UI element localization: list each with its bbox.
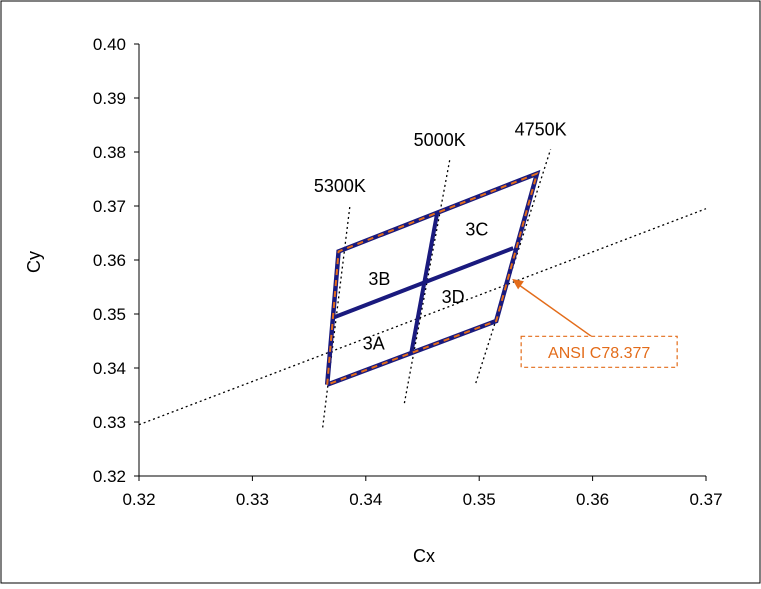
y-tick-label: 0.32	[93, 467, 126, 486]
text-labels: 5300K 5000K 4750K 3A 3B 3C 3D	[305, 116, 575, 354]
cct-label: 4750K	[515, 119, 567, 139]
x-tick-label: 0.36	[576, 490, 609, 509]
x-tick-label: 0.33	[236, 490, 269, 509]
bin-lines	[324, 169, 541, 387]
bin-divider-vertical	[409, 212, 440, 354]
cct-label-bg	[305, 173, 374, 199]
y-tick-label: 0.40	[93, 35, 126, 54]
bin-label: 3A	[363, 334, 385, 354]
y-tick-label: 0.37	[93, 197, 126, 216]
y-tick-label: 0.34	[93, 359, 126, 378]
x-tick-label: 0.37	[689, 490, 722, 509]
annotation-arrow-line	[515, 282, 592, 337]
black-body-locus	[138, 208, 707, 426]
cct-line	[475, 149, 552, 384]
tick-labels: 0.32 0.33 0.34 0.35 0.36 0.37 0.32 0.33 0.34 0.35…	[93, 35, 723, 509]
bin-label: 3D	[442, 287, 465, 307]
bin-label: 3C	[465, 220, 488, 240]
x-tick-label: 0.34	[349, 490, 382, 509]
x-axis-title: Cx	[413, 546, 435, 566]
annotation-label: ANSI C78.377	[548, 345, 650, 362]
y-axis-title: Cy	[24, 251, 44, 273]
y-tick-label: 0.39	[93, 89, 126, 108]
cct-label-bg	[506, 116, 575, 143]
black-body-locus-group	[138, 208, 707, 426]
cct-label-bg	[405, 127, 474, 154]
y-tick-label: 0.35	[93, 305, 126, 324]
annotation-group: ANSI C78.377	[512, 278, 678, 368]
y-tick-label: 0.38	[93, 143, 126, 162]
y-tick-label: 0.33	[93, 413, 126, 432]
y-tick-label: 0.36	[93, 251, 126, 270]
cct-line	[403, 159, 451, 404]
axes	[134, 43, 707, 481]
bin-label: 3B	[368, 269, 390, 289]
bin-outline-dash	[326, 171, 539, 386]
x-tick-label: 0.35	[463, 490, 496, 509]
annotation-arrow-head	[512, 278, 524, 290]
annotation-box	[520, 335, 678, 368]
x-tick-label: 0.32	[122, 490, 155, 509]
cct-label: 5000K	[414, 130, 466, 150]
cct-label: 5300K	[314, 176, 366, 196]
